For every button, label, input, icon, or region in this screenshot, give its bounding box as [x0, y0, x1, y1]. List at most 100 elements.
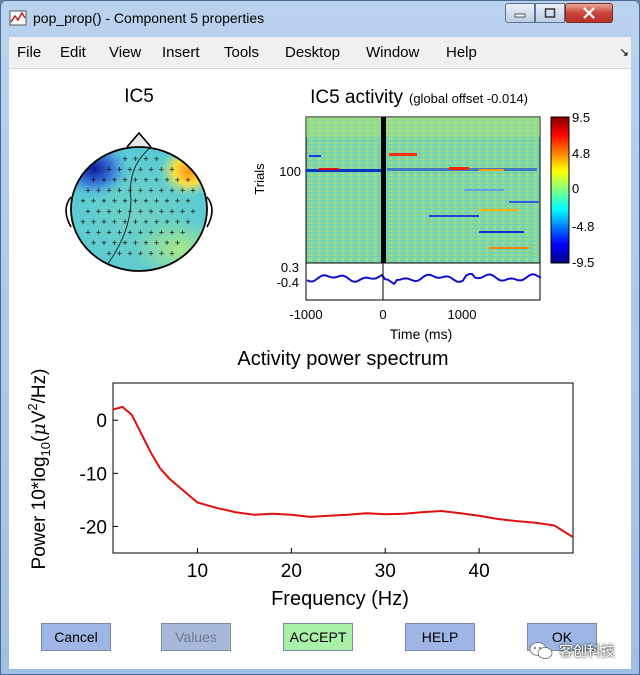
chart-xlabel: Frequency (Hz): [271, 588, 409, 610]
menu-view[interactable]: View: [109, 44, 142, 61]
electrode-marker: +: [143, 154, 148, 164]
electrode-marker: +: [127, 186, 132, 196]
electrode-marker: +: [112, 238, 117, 248]
chart-ylabel-part-2: (: [29, 435, 50, 442]
chart-xtick-label: 20: [281, 561, 302, 582]
menu-edit[interactable]: Edit: [60, 44, 86, 61]
menu-file[interactable]: File: [17, 44, 42, 61]
watermark-text: 客创科技: [559, 643, 615, 659]
time-zero-line: [381, 117, 386, 263]
erp-image-plot: [305, 116, 541, 264]
electrode-marker: +: [101, 175, 106, 185]
electrode-marker: +: [96, 228, 101, 238]
electrode-marker: +: [133, 154, 138, 164]
chart-xtick-label: 40: [469, 561, 490, 582]
electrode-marker: +: [169, 165, 174, 175]
electrode-marker: +: [164, 175, 169, 185]
menu-desktop[interactable]: Desktop: [285, 44, 341, 61]
erp-title: IC5 activity: [310, 87, 403, 108]
title-bar[interactable]: pop_prop() - Component 5 properties: [1, 1, 639, 35]
electrode-marker: +: [164, 238, 169, 248]
electrode-marker: +: [80, 196, 85, 206]
electrode-marker: +: [117, 249, 122, 259]
maximize-icon: [544, 8, 556, 18]
accept-button[interactable]: ACCEPT: [283, 623, 353, 651]
electrode-marker: +: [159, 165, 164, 175]
electrode-marker: +: [117, 186, 122, 196]
electrode-marker: +: [175, 238, 180, 248]
electrode-marker: +: [122, 238, 127, 248]
electrode-marker: +: [138, 186, 143, 196]
electrode-marker: +: [133, 217, 138, 227]
maximize-button[interactable]: [535, 3, 565, 23]
ok-button[interactable]: OK: [527, 623, 597, 651]
electrode-marker: +: [169, 207, 174, 217]
dock-arrow-icon[interactable]: ↘: [619, 45, 630, 59]
erp-xtick-neg1000: -1000: [289, 307, 322, 322]
erp-trace: [306, 272, 542, 286]
electrode-marker: +: [127, 228, 132, 238]
electrode-marker: +: [85, 186, 90, 196]
electrode-marker: +: [91, 175, 96, 185]
chart-ylabel: Power 10*log10(μV2/Hz): [25, 369, 53, 570]
colorbar-tick-high: 4.8: [572, 146, 590, 161]
electrode-marker: +: [159, 249, 164, 259]
menu-tools[interactable]: Tools: [224, 44, 260, 61]
chart-xtick-label: 30: [375, 561, 396, 582]
electrode-marker: +: [175, 175, 180, 185]
chart-ytick-label: -10: [80, 464, 107, 485]
erp-ytick-100: 100: [279, 164, 301, 179]
electrode-marker: +: [154, 196, 159, 206]
electrode-marker: +: [117, 165, 122, 175]
electrode-marker: +: [112, 217, 117, 227]
menu-window[interactable]: Window: [366, 44, 420, 61]
chart-ylabel-part-1: 10: [38, 442, 53, 456]
electrode-marker: +: [106, 249, 111, 259]
electrode-marker: +: [80, 217, 85, 227]
electrode-marker: +: [159, 228, 164, 238]
electrode-marker: +: [112, 196, 117, 206]
electrode-marker: +: [117, 207, 122, 217]
minimize-button[interactable]: [505, 3, 535, 23]
electrode-marker: +: [159, 207, 164, 217]
wechat-icon: [529, 642, 553, 659]
erp-xtick-0: 0: [379, 307, 386, 322]
electrode-marker: +: [91, 217, 96, 227]
electrode-marker: +: [159, 186, 164, 196]
menu-help[interactable]: Help: [446, 44, 477, 61]
electrode-marker: +: [122, 175, 127, 185]
electrode-marker: +: [106, 165, 111, 175]
electrode-marker: +: [154, 217, 159, 227]
watermark: 客创科技: [529, 641, 615, 661]
menu-insert[interactable]: Insert: [162, 44, 200, 61]
electrode-marker: +: [138, 207, 143, 217]
colorbar: [550, 116, 570, 264]
electrode-marker: +: [96, 207, 101, 217]
electrode-marker: +: [169, 186, 174, 196]
electrode-marker: +: [164, 196, 169, 206]
electrode-marker: +: [138, 249, 143, 259]
electrode-marker: +: [148, 207, 153, 217]
erp-subtitle: (global offset -0.014): [409, 91, 528, 106]
electrode-marker: +: [101, 196, 106, 206]
electrode-marker: +: [138, 228, 143, 238]
menu-bar: File Edit View Insert Tools Desktop Wind…: [9, 37, 631, 69]
figure-plots: IC5 + + + ++ + + + + + ++ + + + + + + + + ++ + + + + + + + + + ++ + + +…: [25, 86, 594, 610]
electrode-marker: +: [148, 228, 153, 238]
chart-ylabel-part-3: μ: [28, 423, 50, 435]
electrode-marker: +: [85, 207, 90, 217]
topo-map: + + + ++ + + + + + ++ + + + + + + + + ++ + + + + + + + + + ++ + + + + + + +…: [65, 131, 213, 272]
close-button[interactable]: [565, 3, 613, 23]
electrode-marker: +: [148, 249, 153, 259]
help-button[interactable]: HELP: [405, 623, 475, 651]
electrode-marker: +: [175, 196, 180, 206]
minimize-icon: [514, 13, 526, 18]
cancel-button[interactable]: Cancel: [41, 623, 111, 651]
values-button[interactable]: Values: [161, 623, 231, 651]
electrode-marker: +: [180, 228, 185, 238]
colorbar-tick-min: -9.5: [572, 255, 594, 270]
erp-image-area: [305, 116, 541, 264]
colorbar-tick-zero: 0: [572, 181, 579, 196]
colorbar-tick-low: -4.8: [572, 219, 594, 234]
